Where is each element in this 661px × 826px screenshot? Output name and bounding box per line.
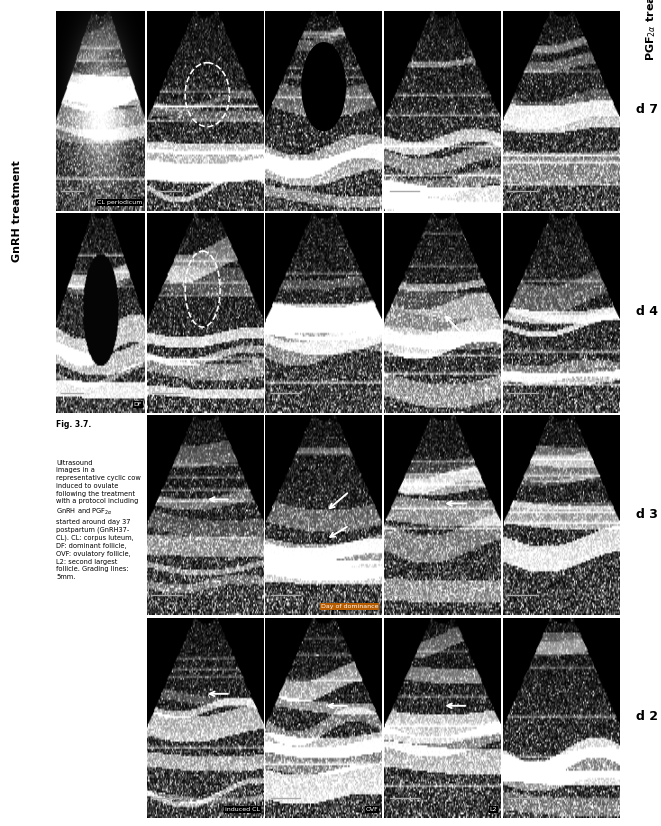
Text: Day of dominance: Day of dominance	[321, 605, 379, 610]
Text: d 2: d 2	[636, 710, 658, 723]
Text: CL periodicum: CL periodicum	[97, 200, 142, 205]
Text: PGF$_{2\alpha}$ treatment: PGF$_{2\alpha}$ treatment	[644, 0, 658, 60]
Text: d 3: d 3	[636, 508, 658, 520]
Text: Ultrasound
images in a
representative cyclic cow
induced to ovulate
following th: Ultrasound images in a representative cy…	[56, 460, 141, 580]
Circle shape	[302, 43, 345, 131]
Text: OVF: OVF	[366, 807, 379, 812]
Text: Fig. 3.7.: Fig. 3.7.	[56, 420, 91, 429]
Text: DF: DF	[134, 402, 142, 407]
Text: d 4: d 4	[636, 306, 658, 318]
Text: induced CL: induced CL	[225, 807, 260, 812]
Text: d 7: d 7	[636, 103, 658, 116]
Text: L2: L2	[490, 807, 497, 812]
Text: GnRH treatment: GnRH treatment	[11, 159, 22, 262]
